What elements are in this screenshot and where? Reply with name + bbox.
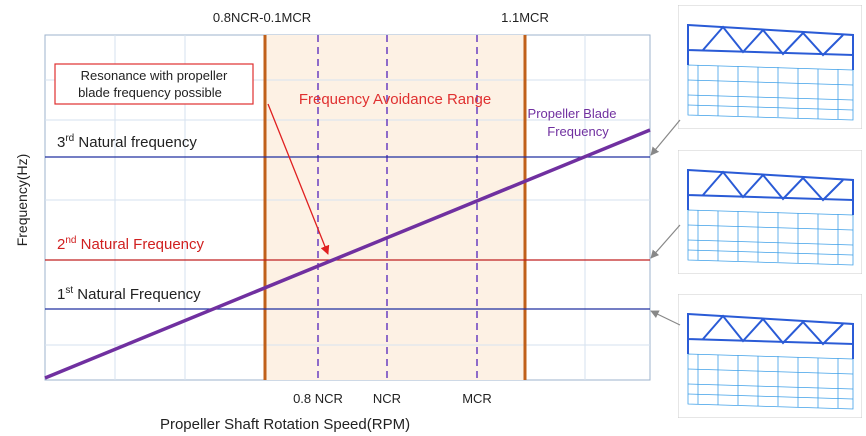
- label-sup: nd: [65, 235, 76, 246]
- label-part: 2: [57, 236, 65, 253]
- label-part: 1: [57, 286, 65, 303]
- structure-image: [678, 5, 862, 129]
- annotation-text: blade frequency possible: [78, 85, 222, 100]
- structure-image: [678, 294, 862, 418]
- bottom-label: MCR: [462, 391, 492, 406]
- label-part: 3: [57, 134, 65, 151]
- line-label: Frequency: [547, 124, 609, 139]
- natural-frequency-label: 1st Natural Frequency: [57, 285, 201, 303]
- x-axis-label: Propeller Shaft Rotation Speed(RPM): [160, 416, 410, 433]
- structure-image: [678, 150, 862, 274]
- label-part: Natural Frequency: [73, 286, 201, 303]
- natural-frequency-label: 2nd Natural Frequency: [57, 235, 205, 253]
- region-label: Frequency Avoidance Range: [299, 91, 491, 108]
- page: {"top_labels":["0.8NCR-0.1MCR","1.1MCR"]…: [0, 0, 866, 436]
- pointer-arrow: [651, 225, 680, 258]
- pointer-arrow: [651, 311, 680, 325]
- annotation-text: Resonance with propeller: [81, 68, 228, 83]
- bottom-label: NCR: [373, 391, 401, 406]
- top-label: 0.8NCR-0.1MCR: [213, 10, 311, 25]
- pointer-arrow: [651, 120, 680, 155]
- natural-frequency-label: 3rd Natural frequency: [57, 133, 197, 151]
- y-axis-label: Frequency(Hz): [14, 154, 30, 247]
- avoidance-region: [265, 35, 525, 380]
- diagram: 0.8NCR-0.1MCR 1.1MCR 0.8 NCR NCR MCR Pro…: [0, 0, 866, 436]
- label-part: Natural frequency: [74, 134, 197, 151]
- label-part: Natural Frequency: [76, 236, 204, 253]
- line-label: Propeller Blade: [528, 106, 617, 121]
- bottom-label: 0.8 NCR: [293, 391, 343, 406]
- top-label: 1.1MCR: [501, 10, 549, 25]
- label-sup: rd: [65, 133, 74, 144]
